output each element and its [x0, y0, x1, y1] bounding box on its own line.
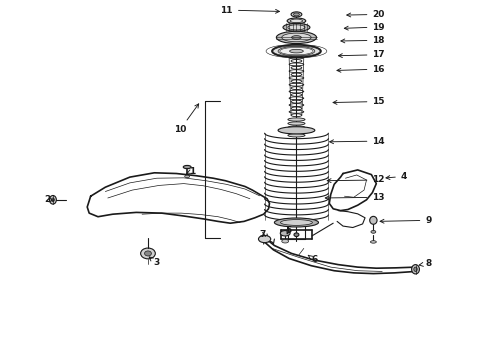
Ellipse shape [183, 165, 191, 168]
Ellipse shape [49, 195, 56, 204]
Ellipse shape [288, 25, 305, 30]
Ellipse shape [291, 12, 302, 17]
Text: 1: 1 [186, 166, 196, 175]
Ellipse shape [278, 127, 315, 134]
Text: 4: 4 [386, 172, 407, 181]
Text: 7: 7 [260, 230, 266, 239]
Ellipse shape [288, 134, 305, 137]
Ellipse shape [276, 31, 317, 44]
Ellipse shape [288, 118, 305, 121]
Ellipse shape [369, 216, 377, 224]
Text: 11: 11 [220, 5, 279, 14]
Text: 17: 17 [339, 50, 385, 59]
Text: 10: 10 [174, 104, 198, 134]
Ellipse shape [51, 198, 54, 202]
Text: 5: 5 [286, 226, 292, 235]
Ellipse shape [282, 33, 311, 42]
Ellipse shape [278, 46, 315, 56]
Text: 2: 2 [44, 195, 53, 204]
Ellipse shape [370, 240, 376, 243]
Ellipse shape [287, 18, 306, 24]
Ellipse shape [412, 265, 419, 274]
Text: 8: 8 [419, 259, 432, 268]
Text: 15: 15 [333, 97, 385, 106]
Text: 14: 14 [330, 136, 385, 145]
Ellipse shape [272, 45, 321, 58]
Ellipse shape [290, 19, 303, 23]
Ellipse shape [288, 126, 305, 129]
Ellipse shape [274, 218, 318, 227]
Ellipse shape [280, 220, 313, 225]
Text: 18: 18 [341, 36, 385, 45]
Text: 20: 20 [347, 10, 385, 19]
Ellipse shape [141, 248, 155, 259]
Ellipse shape [145, 251, 151, 256]
Ellipse shape [414, 267, 417, 271]
Ellipse shape [282, 239, 289, 243]
Ellipse shape [283, 23, 310, 31]
Ellipse shape [290, 49, 303, 53]
Text: 9: 9 [380, 216, 432, 225]
Text: 12: 12 [327, 175, 385, 184]
Text: 13: 13 [325, 193, 385, 202]
Ellipse shape [294, 233, 299, 237]
Ellipse shape [185, 175, 190, 177]
Text: 6: 6 [308, 255, 318, 264]
Text: 16: 16 [337, 65, 385, 74]
Ellipse shape [259, 235, 270, 243]
Ellipse shape [280, 231, 290, 236]
Text: 3: 3 [149, 257, 159, 267]
Ellipse shape [288, 130, 305, 133]
Ellipse shape [294, 13, 299, 16]
Ellipse shape [292, 36, 301, 39]
Ellipse shape [288, 122, 305, 125]
Text: 19: 19 [344, 22, 385, 31]
Ellipse shape [371, 230, 376, 233]
